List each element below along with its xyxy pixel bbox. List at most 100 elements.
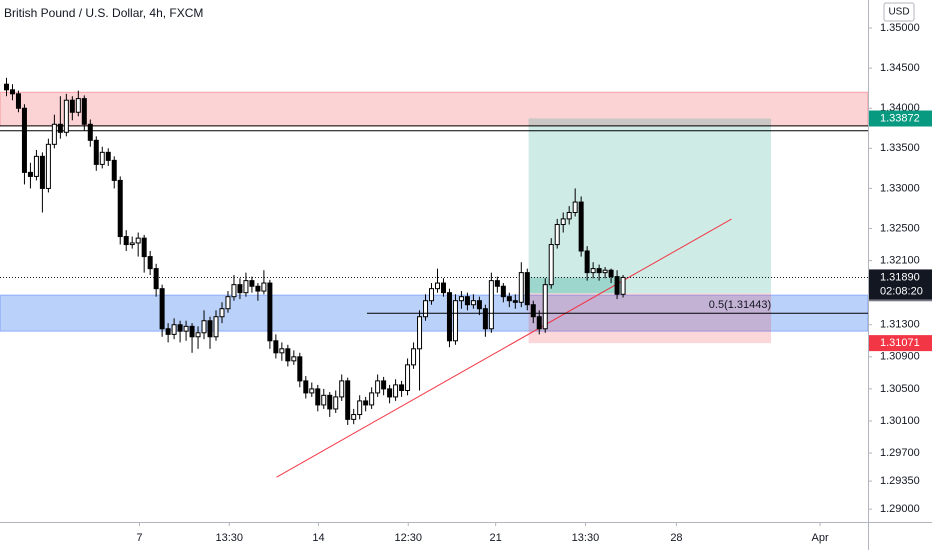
candle-body (584, 250, 590, 274)
candle-body (429, 288, 435, 302)
candle-body (554, 224, 560, 246)
candle-body (512, 300, 518, 303)
candle-body (105, 151, 111, 161)
candle-body (560, 218, 566, 226)
x-tick-label: 12:30 (394, 532, 422, 544)
y-tick-label: 1.35000 (880, 22, 920, 34)
candle-body (213, 316, 219, 338)
candle-body (548, 244, 554, 286)
candle-body (21, 107, 27, 173)
x-tick-label: Apr (812, 532, 829, 544)
candle-body (309, 388, 315, 394)
candle-body (339, 380, 345, 398)
candle-body (141, 237, 147, 258)
candle-body (261, 282, 267, 292)
candle-body (99, 151, 105, 165)
candle-body (255, 285, 261, 292)
y-tick-label: 1.34500 (880, 62, 920, 74)
candle-body (159, 288, 165, 330)
candle-body (177, 324, 183, 332)
countdown: 02:08:20 (880, 285, 923, 297)
candle-body (75, 98, 81, 113)
candle-body (345, 380, 351, 420)
y-tick-label: 1.33000 (880, 182, 920, 194)
candle-body (279, 348, 285, 354)
candle-body (69, 99, 75, 113)
candle-body (518, 272, 524, 303)
candle-body (165, 328, 171, 335)
candle-body (45, 143, 51, 189)
price-tag (869, 335, 932, 352)
candle-body (333, 396, 339, 410)
candle-body (3, 83, 9, 91)
candle-body (536, 316, 542, 330)
candle-body (572, 201, 578, 213)
candle-body (171, 324, 177, 335)
candle-body (153, 268, 159, 290)
candle-body (27, 171, 33, 177)
candle-body (231, 284, 237, 298)
candle-body (249, 280, 255, 287)
candle-body (225, 296, 231, 310)
candle-body (566, 211, 572, 220)
y-tick-label: 1.29000 (880, 503, 920, 515)
candle-body (530, 304, 536, 318)
candle-body (243, 280, 249, 294)
candle-body (608, 269, 614, 278)
candle-body (369, 392, 375, 406)
y-tick-label: 1.29350 (880, 475, 920, 487)
candle-body (285, 348, 291, 362)
candle-body (351, 414, 357, 420)
candle-body (267, 282, 273, 342)
candle-body (33, 155, 39, 177)
candle-body (423, 300, 429, 318)
x-tick-label: 7 (136, 532, 142, 544)
candle-body (488, 280, 494, 330)
candle-body (195, 332, 201, 338)
candle-body (446, 292, 452, 342)
candle-body (405, 364, 411, 391)
time-axis-bg (0, 522, 868, 550)
candle-body (482, 308, 488, 330)
x-tick-label: 13:30 (572, 532, 600, 544)
candle-body (183, 325, 189, 332)
candle-body (219, 308, 225, 318)
candle-body (506, 296, 512, 302)
candle-body (458, 296, 464, 302)
x-tick-label: 28 (670, 532, 682, 544)
y-tick-label: 1.32100 (880, 255, 920, 267)
candle-body (315, 388, 321, 406)
chart-title: British Pound / U.S. Dollar, 4h, FXCM (4, 6, 203, 20)
candle-body (129, 242, 135, 246)
candle-body (375, 380, 381, 394)
candle-body (500, 285, 506, 298)
x-tick-label: 14 (312, 532, 324, 544)
loss-zone (528, 293, 772, 344)
candle-body (81, 98, 87, 125)
candle-body (578, 201, 584, 252)
zone (0, 91, 869, 127)
candle-body (440, 282, 446, 294)
last-price-tag (869, 269, 932, 300)
fib-label: 0.5(1.31443) (709, 299, 771, 311)
y-tick-label: 1.30900 (880, 351, 920, 363)
profit-zone (528, 118, 772, 294)
price-tag-label: 1.31071 (880, 337, 920, 349)
candle-body (464, 296, 470, 306)
price-tag-label: 1.33872 (880, 112, 920, 124)
candle-body (417, 316, 423, 350)
candle-body (15, 93, 21, 109)
candle-body (327, 394, 333, 410)
candle-body (207, 320, 213, 338)
candle-body (303, 380, 309, 394)
candle-body (357, 400, 363, 416)
candle-body (393, 384, 399, 398)
candle-body (135, 237, 141, 244)
y-tick-label: 1.33500 (880, 142, 920, 154)
candle-body (57, 123, 63, 133)
candle-body (363, 400, 369, 406)
candle-body (452, 300, 458, 342)
candle-body (476, 300, 482, 310)
candle-body (494, 280, 500, 287)
